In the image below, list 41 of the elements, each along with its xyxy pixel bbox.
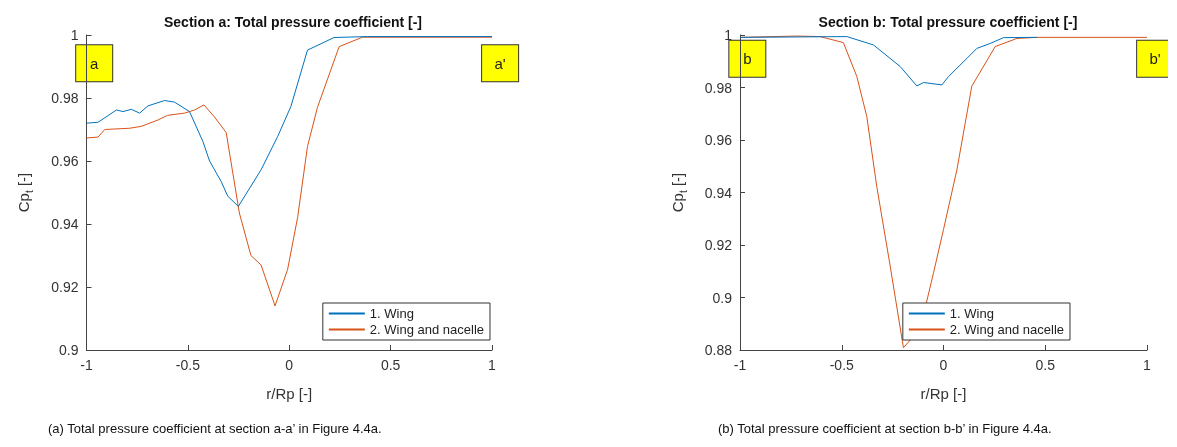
annotation: b (743, 50, 752, 68)
legend-label: 2. Wing and nacelle (369, 322, 485, 337)
x-tick-label: 1 (488, 357, 497, 373)
y-tick-label: 0.94 (51, 216, 79, 232)
y-tick-label: 0.92 (51, 279, 79, 295)
y-tick-label: 0.98 (704, 79, 733, 96)
y-tick-label: 0.88 (704, 342, 733, 358)
y-tick-label: 0.9 (59, 342, 79, 358)
y-tick-label: 1 (70, 27, 79, 43)
legend-label: 1. Wing (369, 306, 414, 321)
y-tick-label: 0.94 (704, 184, 733, 201)
annotation: b' (1149, 50, 1161, 68)
x-axis-title: r/Rp [-] (920, 385, 967, 402)
legend-label: 2. Wing and nacelle (949, 322, 1065, 337)
y-axis-title: Cpt [-] (15, 172, 35, 213)
x-tick-label: -0.5 (829, 357, 855, 373)
x-tick-label: 0.5 (1035, 357, 1056, 373)
y-tick-label: 0.96 (51, 153, 79, 169)
y-tick-label: 0.98 (51, 90, 79, 106)
text: (b) Total pressure coefficient at section b-b’ in Figure 4.4a. (718, 421, 1052, 436)
x-tick-label: -1 (733, 357, 747, 373)
y-tick-label: 0.92 (704, 237, 733, 253)
x-axis-title: r/Rp [-] (266, 385, 313, 402)
x-tick-label: -0.5 (175, 357, 201, 373)
y-axis-title: Cpt [-] (668, 172, 689, 213)
y-tick-label: 0.96 (704, 132, 733, 148)
annotation: a (90, 54, 100, 72)
x-tick-label: 1 (1143, 357, 1152, 373)
annotation: a' (494, 54, 506, 72)
legend-label: 1. Wing (949, 306, 994, 321)
x-tick-label: -1 (80, 357, 93, 373)
x-tick-label: 0 (939, 357, 948, 373)
x-tick-label: 0 (285, 357, 294, 373)
chart-title: Section b: Total pressure coefficient [-] (818, 14, 1078, 30)
line-series (86, 36, 493, 207)
line-series (86, 36, 493, 307)
x-tick-label: 0.5 (380, 357, 401, 373)
chart-title: Section a: Total pressure coefficient [-] (163, 14, 423, 30)
text: (a) Total pressure coefficient at section a-a’ in Figure 4.4a. (48, 421, 382, 436)
y-tick-label: 0.9 (712, 289, 733, 306)
y-tick-label: 1 (724, 27, 733, 43)
